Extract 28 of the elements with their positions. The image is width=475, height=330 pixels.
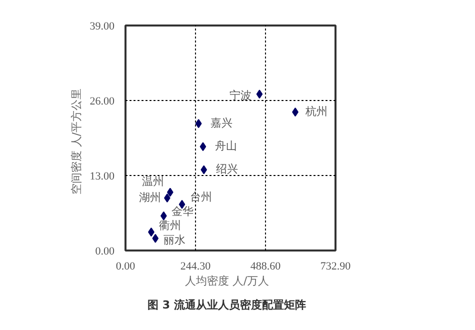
annotation: 舟山: [214, 140, 237, 153]
point: [256, 90, 263, 99]
annotation: 杭州: [304, 105, 328, 118]
x-tick-label: 244.30: [180, 260, 212, 272]
annotation: 绍兴: [216, 162, 238, 176]
y-tick-label: 39.00: [90, 20, 115, 32]
x-axis-title: 人均密度 人/万人: [184, 274, 270, 288]
point: [200, 165, 208, 174]
point: [195, 119, 202, 128]
x-tick-label: 732.90: [320, 260, 352, 272]
y-tick-label: 0.00: [95, 246, 115, 258]
annotation: 温州: [142, 175, 164, 188]
x-tick-label: 488.60: [250, 260, 282, 272]
y-tick-label: 13.00: [90, 170, 115, 182]
x-tick-label: 0.00: [116, 260, 136, 272]
point: [164, 194, 170, 202]
point: [200, 142, 206, 152]
annotation: 衢州: [159, 219, 182, 232]
y-axis-title: 空间密度 人/平方公里: [70, 88, 83, 195]
point: [152, 234, 159, 243]
annotation: 湖州: [139, 191, 162, 204]
annotation: 台州: [190, 190, 212, 204]
annotation: 宁波: [229, 89, 252, 102]
y-tick-label: 26.00: [90, 96, 115, 108]
annotation: 嘉兴: [210, 116, 233, 130]
annotation: 金华: [172, 204, 194, 218]
text: 图 3 流通从业人员密度配置矩阵: [148, 298, 306, 312]
annotation: 丽水: [163, 233, 186, 246]
